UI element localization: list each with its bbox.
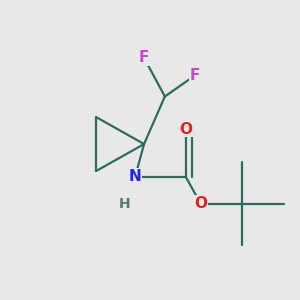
Text: F: F xyxy=(139,50,149,65)
Text: O: O xyxy=(194,196,207,211)
Text: N: N xyxy=(129,169,142,184)
Text: F: F xyxy=(189,68,200,83)
Text: H: H xyxy=(119,196,130,211)
Text: O: O xyxy=(179,122,192,137)
